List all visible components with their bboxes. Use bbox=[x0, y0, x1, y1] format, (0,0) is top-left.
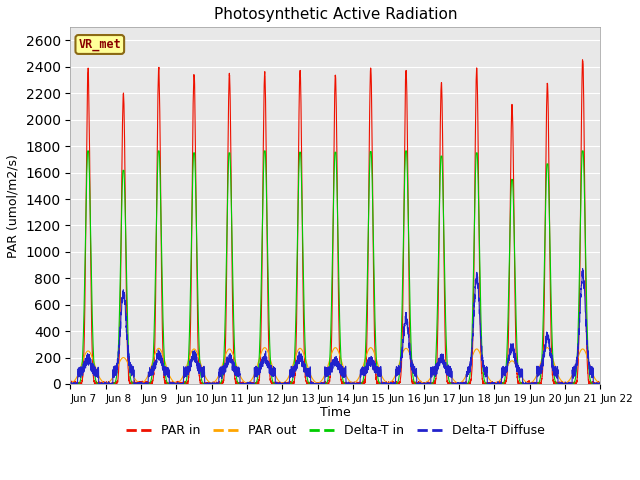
Y-axis label: PAR (umol/m2/s): PAR (umol/m2/s) bbox=[7, 154, 20, 258]
X-axis label: Time: Time bbox=[320, 407, 351, 420]
Line: PAR in: PAR in bbox=[70, 60, 600, 384]
Delta-T in bbox=[596, 381, 604, 387]
PAR out bbox=[491, 381, 499, 386]
Delta-T Diffuse bbox=[454, 381, 462, 386]
PAR in bbox=[425, 381, 433, 386]
Line: Delta-T Diffuse: Delta-T Diffuse bbox=[70, 269, 600, 384]
Delta-T Diffuse bbox=[425, 381, 433, 387]
PAR out bbox=[425, 378, 433, 384]
Delta-T in bbox=[491, 381, 499, 387]
Delta-T in bbox=[84, 148, 92, 154]
Delta-T in bbox=[454, 381, 462, 387]
Delta-T Diffuse bbox=[162, 367, 170, 372]
PAR in bbox=[162, 379, 170, 384]
PAR out bbox=[454, 380, 462, 386]
Delta-T Diffuse bbox=[596, 381, 604, 387]
Title: Photosynthetic Active Radiation: Photosynthetic Active Radiation bbox=[214, 7, 457, 22]
Delta-T in bbox=[67, 381, 74, 387]
PAR in bbox=[484, 380, 492, 386]
Delta-T Diffuse bbox=[316, 381, 323, 387]
PAR out bbox=[67, 381, 74, 386]
Delta-T Diffuse bbox=[596, 380, 604, 386]
Legend: PAR in, PAR out, Delta-T in, Delta-T Diffuse: PAR in, PAR out, Delta-T in, Delta-T Dif… bbox=[122, 419, 550, 442]
PAR out bbox=[316, 380, 323, 385]
PAR in bbox=[454, 380, 461, 386]
Delta-T in bbox=[316, 381, 323, 387]
Line: PAR out: PAR out bbox=[70, 348, 600, 384]
PAR in bbox=[596, 381, 604, 386]
PAR out bbox=[261, 345, 269, 350]
PAR in bbox=[596, 381, 604, 386]
Delta-T in bbox=[596, 381, 604, 387]
PAR out bbox=[596, 380, 604, 386]
Delta-T Diffuse bbox=[67, 381, 74, 387]
Delta-T Diffuse bbox=[484, 381, 492, 386]
PAR out bbox=[484, 374, 492, 380]
Line: Delta-T in: Delta-T in bbox=[70, 151, 600, 384]
Text: VR_met: VR_met bbox=[79, 38, 121, 51]
Delta-T Diffuse bbox=[579, 266, 586, 272]
Delta-T in bbox=[425, 381, 433, 387]
Delta-T Diffuse bbox=[67, 381, 74, 386]
Delta-T in bbox=[484, 381, 492, 387]
PAR in bbox=[579, 57, 586, 63]
PAR out bbox=[162, 361, 170, 367]
PAR out bbox=[596, 380, 604, 386]
PAR in bbox=[67, 381, 74, 387]
Delta-T in bbox=[162, 374, 170, 380]
PAR in bbox=[316, 380, 323, 386]
